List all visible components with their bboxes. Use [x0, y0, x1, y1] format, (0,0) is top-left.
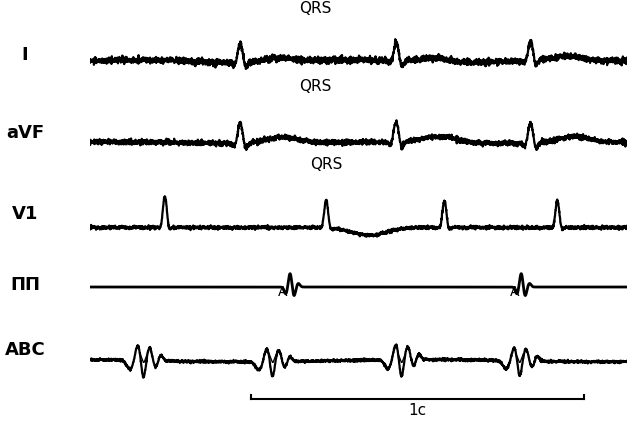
Text: V: V — [515, 352, 524, 366]
Text: QRS: QRS — [300, 79, 332, 94]
Text: I: I — [22, 46, 28, 64]
Text: ПП: ПП — [10, 276, 40, 293]
Text: V: V — [268, 352, 277, 366]
Text: QRS: QRS — [310, 157, 342, 172]
Text: 1c: 1c — [408, 403, 427, 418]
Text: A: A — [278, 285, 288, 299]
Text: A: A — [509, 285, 519, 299]
Text: V1: V1 — [12, 205, 38, 223]
Text: QRS: QRS — [300, 1, 332, 17]
Text: aVF: aVF — [6, 124, 44, 142]
Text: V: V — [139, 352, 148, 366]
Text: ABC: ABC — [4, 341, 45, 359]
Text: V: V — [397, 352, 406, 366]
